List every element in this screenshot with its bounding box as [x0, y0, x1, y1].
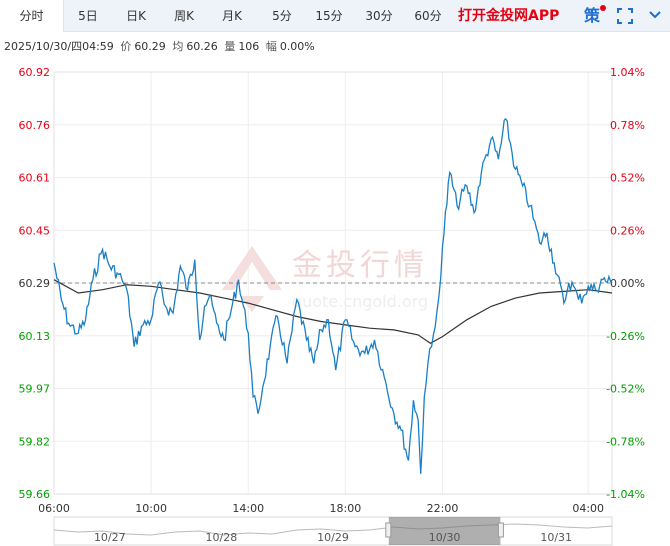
x-tick-label: 14:00 — [232, 502, 264, 515]
tab-30-min[interactable]: 30分 — [365, 9, 393, 23]
y-tick-label-right: -0.78% — [606, 435, 645, 448]
navigator-date-label: 10/30 — [429, 531, 461, 544]
navigator-series — [53, 523, 613, 536]
y-tick-label-left: 60.92 — [19, 66, 51, 79]
y-tick-label-left: 60.13 — [19, 330, 51, 343]
y-tick-label-left: 59.97 — [19, 383, 51, 396]
price-value: 60.29 — [134, 40, 166, 53]
navigator-date-label: 10/27 — [94, 531, 126, 544]
watermark-url: quote.cngold.org — [292, 292, 428, 311]
y-tick-label-right: -0.26% — [606, 330, 645, 343]
y-tick-label-left: 59.82 — [19, 435, 51, 448]
y-tick-label-left: 60.76 — [19, 119, 51, 132]
tab-5-day[interactable]: 5日 — [78, 9, 98, 23]
quote-info-bar: 2025/10/30/四04:59 价 60.29 均 60.26 量 106 幅 0.… — [4, 38, 318, 53]
price-label: 价 — [120, 40, 132, 53]
period-tab-bar: 分时 5日 日K 周K 月K 5分 15分 30分 60分 打开金投网APP 策 — [0, 0, 670, 32]
average-label: 均 — [172, 40, 184, 53]
y-tick-label-right: 0.78% — [610, 119, 645, 132]
y-tick-label-left: 59.66 — [19, 488, 51, 501]
y-tick-label-left: 60.45 — [19, 224, 51, 237]
tab-weekly-k[interactable]: 周K — [174, 9, 194, 23]
x-tick-label: 22:00 — [427, 502, 459, 515]
x-tick-label: 18:00 — [330, 502, 362, 515]
change-value: 0.00% — [279, 40, 315, 53]
chevron-down-icon[interactable] — [648, 8, 662, 22]
volume-label: 量 — [224, 40, 236, 53]
strategy-button[interactable]: 策 — [584, 6, 601, 25]
y-tick-label-right: 0.52% — [610, 172, 645, 185]
x-tick-label: 06:00 — [38, 502, 70, 515]
navigator-date-label: 10/28 — [206, 531, 238, 544]
fullscreen-icon[interactable] — [617, 8, 633, 24]
x-tick-label: 10:00 — [135, 502, 167, 515]
navigator-left-handle[interactable] — [385, 522, 392, 538]
average-price-line — [53, 279, 613, 345]
watermark-logo-icon — [222, 246, 282, 312]
grid-lines — [53, 71, 613, 495]
y-tick-label-right: 0.26% — [610, 224, 645, 237]
navigator-right-handle[interactable] — [497, 522, 504, 538]
navigator-date-label: 10/31 — [540, 531, 572, 544]
change-label: 幅 — [265, 40, 277, 53]
y-tick-label-left: 60.61 — [19, 172, 51, 185]
tab-15-min[interactable]: 15分 — [315, 9, 343, 23]
time-navigator[interactable]: 10/27 10/28 10/29 10/30 10/31 — [53, 516, 613, 546]
price-line — [53, 117, 613, 474]
y-tick-label-right: -0.52% — [606, 383, 645, 396]
navigator-frame — [53, 516, 613, 546]
notification-dot — [600, 5, 606, 11]
tab-60-min[interactable]: 60分 — [414, 9, 442, 23]
y-tick-label-right: 1.04% — [610, 66, 645, 79]
y-tick-label-left: 60.29 — [19, 277, 51, 290]
tab-daily-k[interactable]: 日K — [126, 9, 146, 23]
open-app-link[interactable]: 打开金投网APP — [458, 8, 560, 24]
watermark-name: 金投行情 — [292, 248, 428, 283]
quote-datetime: 2025/10/30/四04:59 — [4, 40, 114, 53]
tab-monthly-k[interactable]: 月K — [222, 9, 242, 23]
watermark: 金投行情 quote.cngold.org — [222, 246, 428, 312]
average-value: 60.26 — [186, 40, 218, 53]
navigator-date-label: 10/29 — [317, 531, 349, 544]
y-tick-label-right: 0.00% — [610, 277, 645, 290]
tab-5-min[interactable]: 5分 — [272, 9, 292, 23]
tab-intraday[interactable]: 分时 — [0, 0, 64, 32]
x-tick-label: 04:00 — [572, 502, 604, 515]
y-tick-label-right: -1.04% — [606, 488, 645, 501]
intraday-chart[interactable]: 金投行情 quote.cngold.org 60.92 1.04% 60.76 0.7… — [0, 55, 670, 546]
navigator-selection[interactable] — [388, 517, 501, 545]
volume-value: 106 — [238, 40, 260, 53]
axes: 60.92 1.04% 60.76 0.78% 60.61 0.52% 60.45 0.26%… — [19, 66, 646, 515]
